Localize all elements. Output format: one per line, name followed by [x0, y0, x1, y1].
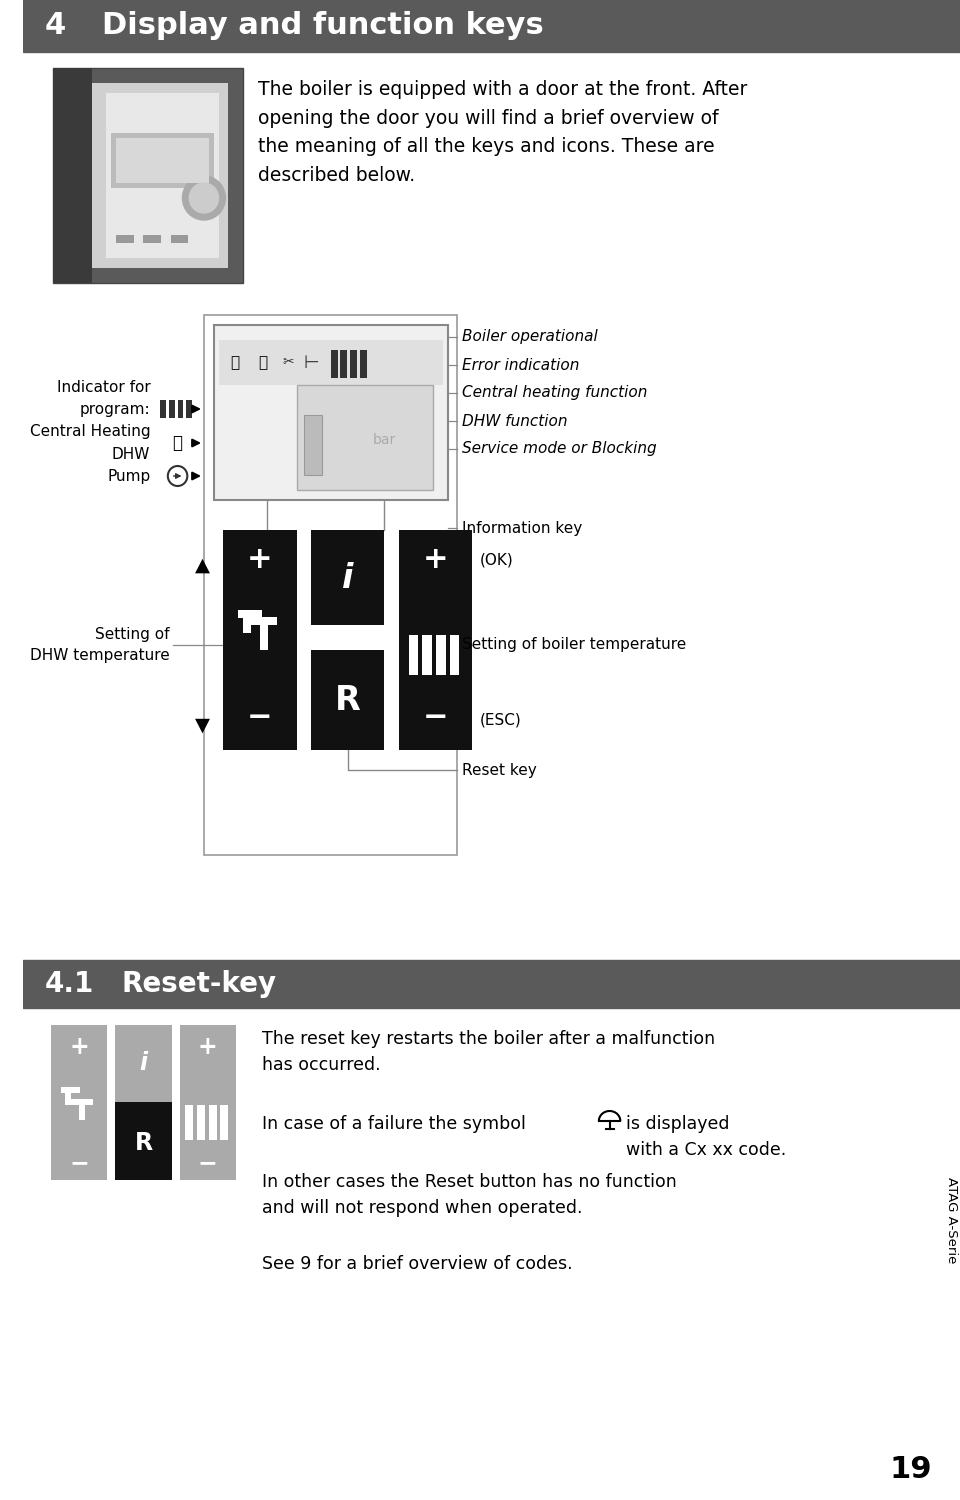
Text: +: +: [422, 546, 448, 574]
Bar: [238, 610, 262, 618]
Bar: [221, 1106, 228, 1140]
Text: ⊢: ⊢: [303, 354, 319, 372]
Bar: [224, 530, 297, 750]
Bar: [111, 134, 214, 188]
Bar: [260, 626, 268, 650]
Text: (OK): (OK): [480, 552, 514, 567]
Text: Reset key: Reset key: [463, 762, 537, 777]
Text: DHW function: DHW function: [463, 414, 568, 429]
Text: Setting of boiler temperature: Setting of boiler temperature: [463, 638, 686, 652]
Text: 🔔: 🔔: [258, 356, 267, 370]
Text: In other cases the Reset button has no function
and will not respond when operat: In other cases the Reset button has no f…: [262, 1173, 677, 1218]
Bar: [143, 236, 161, 243]
Circle shape: [189, 183, 219, 213]
Bar: [297, 386, 433, 490]
Bar: [72, 82, 228, 268]
Text: −: −: [422, 704, 448, 732]
Bar: [208, 1106, 217, 1140]
Text: −: −: [248, 704, 273, 732]
Bar: [304, 416, 322, 476]
Text: 🔥: 🔥: [230, 356, 240, 370]
Bar: [115, 1102, 172, 1180]
Text: Error indication: Error indication: [463, 357, 580, 372]
Text: −: −: [69, 1150, 89, 1174]
Text: +: +: [198, 1035, 218, 1059]
Text: Indicator for
program:
Central Heating
DHW
Pump: Indicator for program: Central Heating D…: [30, 380, 151, 484]
Bar: [197, 1106, 204, 1140]
Bar: [360, 350, 367, 378]
Text: 19: 19: [890, 1455, 932, 1485]
Text: See 9 for a brief overview of codes.: See 9 for a brief overview of codes.: [262, 1256, 573, 1274]
Text: Boiler operational: Boiler operational: [463, 330, 598, 345]
Circle shape: [182, 176, 226, 220]
Bar: [115, 1024, 172, 1102]
Text: Central heating function: Central heating function: [463, 386, 648, 400]
Text: (ESC): (ESC): [480, 712, 521, 728]
Bar: [311, 650, 384, 750]
Bar: [180, 1024, 236, 1180]
Text: i: i: [139, 1052, 148, 1076]
Text: Setting of
DHW temperature: Setting of DHW temperature: [30, 627, 170, 663]
Bar: [422, 634, 432, 675]
Text: In case of a failure the symbol: In case of a failure the symbol: [262, 1114, 526, 1132]
Bar: [243, 615, 251, 633]
Bar: [436, 634, 445, 675]
Text: i: i: [342, 561, 353, 594]
Text: ▲: ▲: [195, 555, 209, 574]
Text: 🚿: 🚿: [173, 433, 182, 451]
Bar: [341, 350, 348, 378]
Text: R: R: [335, 684, 361, 717]
Bar: [311, 530, 384, 626]
Bar: [204, 315, 458, 855]
Bar: [178, 400, 183, 418]
Bar: [243, 616, 277, 626]
Text: The boiler is equipped with a door at the front. After
opening the door you will: The boiler is equipped with a door at th…: [257, 80, 747, 186]
Bar: [53, 68, 243, 284]
Bar: [214, 326, 447, 500]
Bar: [23, 0, 960, 53]
Text: bar: bar: [372, 433, 396, 447]
Text: +: +: [247, 546, 273, 574]
Bar: [219, 340, 443, 386]
Bar: [65, 1088, 71, 1100]
Bar: [350, 350, 357, 378]
Bar: [185, 1106, 193, 1140]
Text: Service mode or Blocking: Service mode or Blocking: [463, 441, 657, 456]
Bar: [53, 68, 92, 284]
Text: Reset-key: Reset-key: [121, 970, 276, 998]
Bar: [160, 400, 166, 418]
Text: is displayed
with a Cx xx code.: is displayed with a Cx xx code.: [626, 1114, 786, 1160]
Bar: [399, 530, 472, 750]
Text: Information key: Information key: [463, 520, 583, 536]
Text: Display and function keys: Display and function keys: [102, 12, 543, 40]
Bar: [409, 634, 419, 675]
Bar: [330, 350, 338, 378]
Bar: [65, 1100, 93, 1106]
Text: ATAG A-Serie: ATAG A-Serie: [946, 1178, 958, 1263]
Bar: [169, 400, 175, 418]
Bar: [449, 634, 460, 675]
Bar: [23, 960, 960, 1008]
Bar: [51, 1024, 108, 1180]
Bar: [60, 1088, 80, 1094]
Bar: [116, 236, 133, 243]
Text: ✂: ✂: [282, 356, 294, 369]
Text: +: +: [69, 1035, 89, 1059]
Text: 4: 4: [45, 12, 66, 40]
Bar: [186, 400, 192, 418]
Text: The reset key restarts the boiler after a malfunction
has occurred.: The reset key restarts the boiler after …: [262, 1030, 715, 1074]
Bar: [107, 93, 219, 258]
Bar: [79, 1102, 84, 1120]
Bar: [171, 236, 188, 243]
Bar: [116, 138, 208, 183]
Text: 4.1: 4.1: [45, 970, 94, 998]
Text: ▼: ▼: [195, 716, 209, 735]
Text: −: −: [198, 1150, 218, 1174]
Text: R: R: [134, 1131, 153, 1155]
